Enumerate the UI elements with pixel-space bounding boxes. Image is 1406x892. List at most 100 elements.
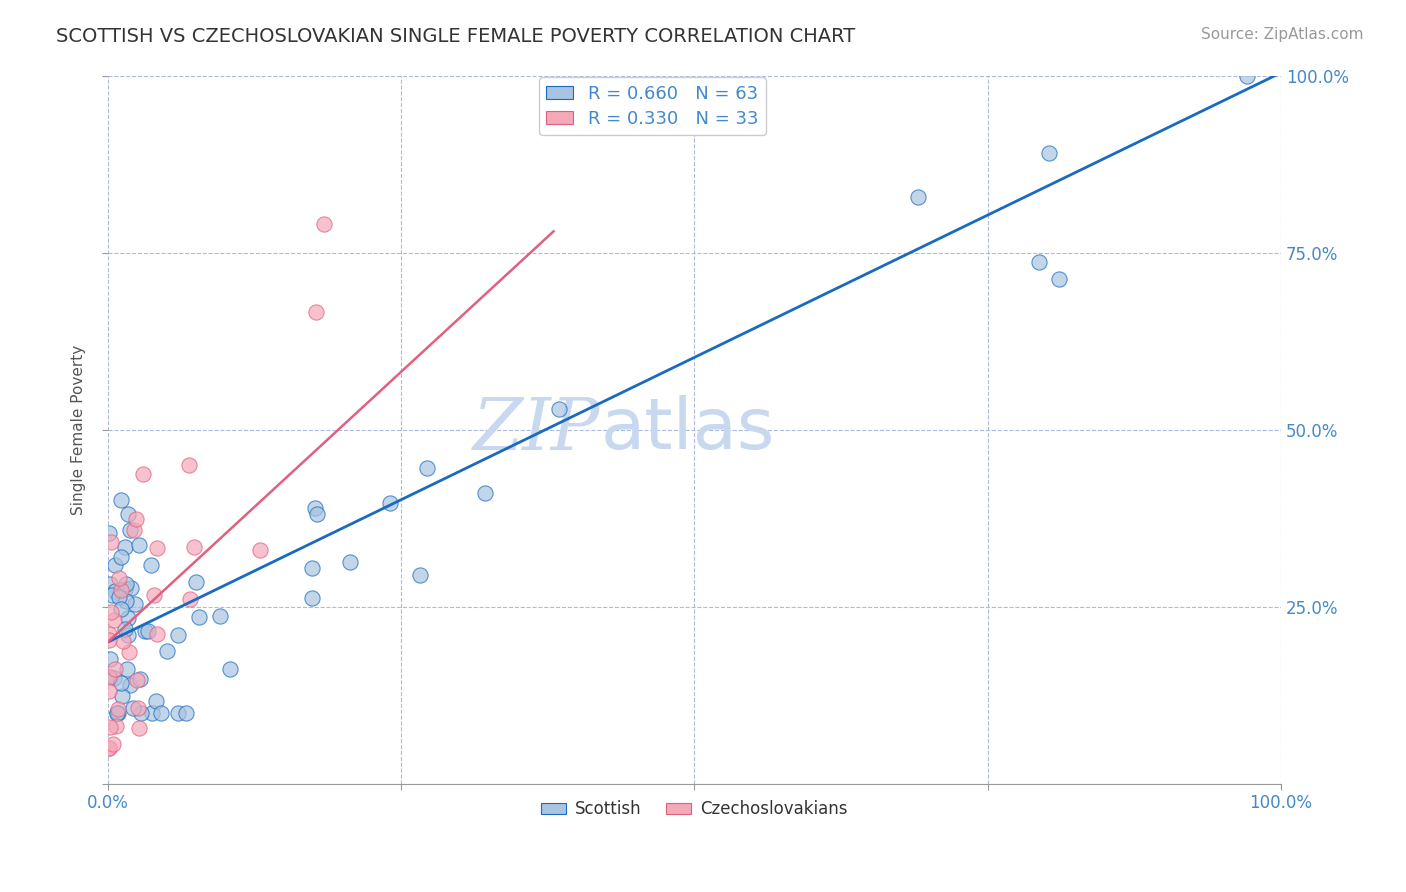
Point: [121, 701, 143, 715]
Point: [184, 574, 207, 589]
Point: [110, 582, 132, 597]
Point: [110, 492, 132, 507]
Point: [378, 496, 401, 510]
Point: [150, 706, 173, 720]
Point: [301, 561, 323, 575]
Point: [97, 741, 120, 756]
Point: [304, 305, 326, 319]
Point: [114, 540, 136, 554]
Point: [97, 684, 120, 698]
Point: [125, 673, 148, 687]
Point: [142, 588, 165, 602]
Point: [174, 706, 197, 720]
Point: [305, 508, 328, 522]
Point: [139, 558, 162, 572]
Point: [104, 719, 127, 733]
Point: [114, 577, 136, 591]
Point: [118, 523, 141, 537]
Point: [141, 706, 163, 720]
Point: [301, 591, 323, 606]
Point: [124, 597, 146, 611]
Text: Source: ZipAtlas.com: Source: ZipAtlas.com: [1201, 27, 1364, 42]
Point: [177, 458, 200, 473]
Point: [105, 706, 128, 720]
Point: [101, 589, 124, 603]
Point: [145, 694, 167, 708]
Point: [110, 601, 132, 615]
Point: [907, 190, 929, 204]
Point: [118, 645, 141, 659]
Point: [304, 500, 326, 515]
Point: [548, 401, 571, 416]
Point: [104, 662, 127, 676]
Point: [132, 467, 155, 481]
Point: [1047, 272, 1070, 286]
Point: [474, 485, 496, 500]
Point: [98, 577, 121, 591]
Point: [145, 541, 167, 555]
Point: [416, 461, 439, 475]
Text: atlas: atlas: [600, 395, 775, 464]
Point: [108, 590, 131, 604]
Point: [97, 632, 120, 647]
Point: [120, 581, 142, 595]
Point: [97, 741, 120, 756]
Point: [208, 609, 231, 624]
Point: [134, 624, 156, 638]
Point: [100, 605, 122, 619]
Point: [103, 671, 125, 685]
Point: [408, 568, 430, 582]
Point: [115, 662, 138, 676]
Point: [111, 689, 134, 703]
Point: [104, 583, 127, 598]
Point: [97, 526, 120, 541]
Point: [110, 549, 132, 564]
Point: [117, 507, 139, 521]
Point: [183, 541, 205, 555]
Point: [1028, 254, 1050, 268]
Point: [129, 672, 152, 686]
Point: [1236, 69, 1258, 83]
Point: [98, 652, 121, 666]
Point: [112, 633, 135, 648]
Point: [114, 582, 136, 596]
Point: [110, 676, 132, 690]
Point: [117, 611, 139, 625]
Point: [187, 609, 209, 624]
Point: [312, 217, 335, 231]
Point: [127, 701, 149, 715]
Point: [98, 670, 121, 684]
Point: [103, 613, 125, 627]
Point: [107, 701, 129, 715]
Point: [122, 523, 145, 537]
Text: SCOTTISH VS CZECHOSLOVAKIAN SINGLE FEMALE POVERTY CORRELATION CHART: SCOTTISH VS CZECHOSLOVAKIAN SINGLE FEMAL…: [56, 27, 855, 45]
Point: [167, 706, 190, 720]
Text: ZIP: ZIP: [474, 394, 600, 465]
Point: [101, 738, 124, 752]
Point: [104, 558, 127, 572]
Point: [117, 628, 139, 642]
Point: [97, 627, 120, 641]
Point: [179, 592, 201, 607]
Point: [100, 534, 122, 549]
Point: [97, 670, 120, 684]
Point: [146, 627, 169, 641]
Point: [114, 622, 136, 636]
Y-axis label: Single Female Poverty: Single Female Poverty: [72, 344, 86, 515]
Point: [219, 662, 242, 676]
Point: [138, 624, 160, 638]
Point: [339, 555, 361, 569]
Point: [1038, 146, 1060, 161]
Point: [105, 706, 128, 720]
Legend: Scottish, Czechoslovakians: Scottish, Czechoslovakians: [534, 794, 853, 825]
Point: [107, 571, 129, 585]
Point: [125, 512, 148, 526]
Point: [120, 678, 142, 692]
Point: [128, 721, 150, 735]
Point: [129, 706, 152, 720]
Point: [156, 644, 179, 658]
Point: [167, 628, 190, 642]
Point: [98, 720, 121, 734]
Point: [115, 594, 138, 608]
Point: [128, 538, 150, 552]
